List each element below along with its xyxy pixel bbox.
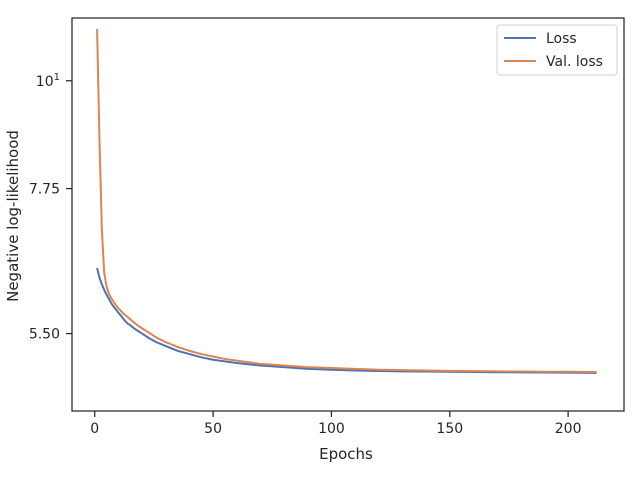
x-ticks: 0 50 100 150 200 [90,411,582,437]
y-tick-label: 5.50 [29,327,60,343]
x-tick-label: 100 [318,421,345,437]
x-tick-label: 0 [90,421,99,437]
plot-background [72,18,624,411]
y-tick-label: 101 [36,72,60,90]
legend: Loss Val. loss [496,24,618,76]
x-axis-title: Epochs [319,445,373,463]
plot-frame [71,17,625,412]
x-tick-label: 50 [204,421,222,437]
y-axis-title: Negative log-likelihood [4,130,22,302]
legend-label-val-loss: Val. loss [546,54,603,70]
x-tick-label: 150 [436,421,463,437]
series-layer [96,29,597,374]
series-line-val-loss [96,29,597,374]
y-tick-label: 7.75 [29,182,60,198]
y-ticks: 5.50 7.75 101 [29,72,72,343]
legend-label-loss: Loss [546,31,577,47]
x-tick-label: 200 [555,421,582,437]
